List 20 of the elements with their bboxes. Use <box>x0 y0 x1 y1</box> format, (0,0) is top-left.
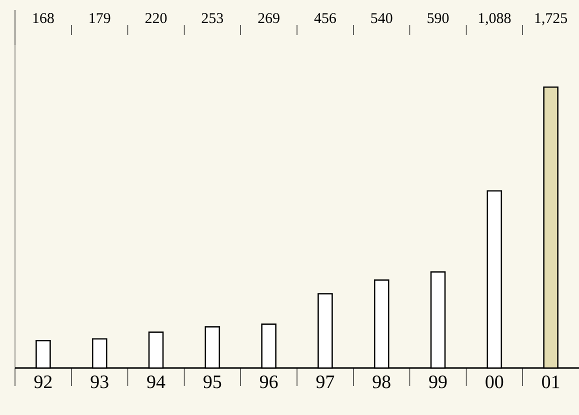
x-tick-label: 97 <box>316 376 334 388</box>
data-label: 540 <box>371 13 392 24</box>
data-label: 179 <box>90 13 110 24</box>
x-tick-label: 92 <box>34 376 52 388</box>
data-label: 220 <box>145 13 167 24</box>
data-label: 168 <box>33 13 54 24</box>
data-label: 1,088 <box>478 13 511 26</box>
data-label: 456 <box>314 13 336 24</box>
x-tick-label: 99 <box>429 376 447 388</box>
data-label: 269 <box>258 13 280 24</box>
x-tick-label: 93 <box>90 376 108 388</box>
x-tick-label: 96 <box>260 376 278 388</box>
x-tick-label: 94 <box>147 376 166 388</box>
x-tick-label: 95 <box>204 376 222 388</box>
x-tick-label: 98 <box>372 376 390 388</box>
data-label: 253 <box>202 13 224 24</box>
data-label: 590 <box>428 13 449 24</box>
x-tick-label: 01 <box>542 376 560 388</box>
data-label: 1,725 <box>535 13 568 26</box>
x-tick-label: 00 <box>486 376 504 388</box>
